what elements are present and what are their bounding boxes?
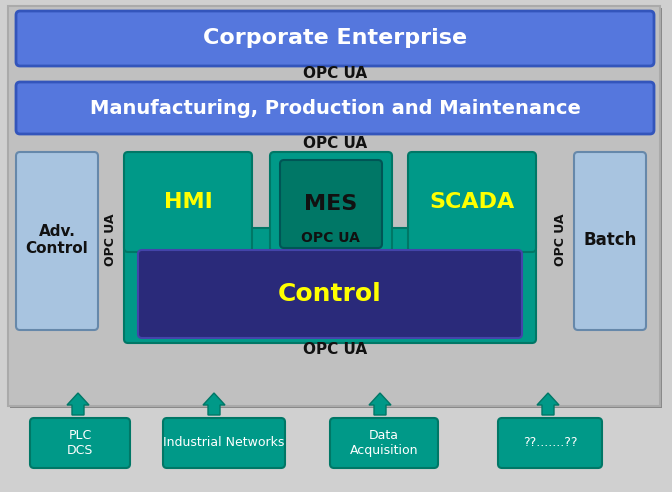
Text: OPC UA: OPC UA bbox=[303, 342, 367, 358]
Text: Corporate Enterprise: Corporate Enterprise bbox=[203, 28, 467, 48]
FancyArrow shape bbox=[537, 393, 559, 415]
Bar bbox=[8, 6, 660, 406]
FancyArrow shape bbox=[203, 393, 225, 415]
Text: OPC UA: OPC UA bbox=[103, 214, 116, 266]
FancyBboxPatch shape bbox=[16, 82, 654, 134]
Text: OPC UA: OPC UA bbox=[300, 231, 360, 245]
Text: Data
Acquisition: Data Acquisition bbox=[349, 429, 418, 457]
FancyBboxPatch shape bbox=[163, 418, 285, 468]
FancyArrow shape bbox=[67, 393, 89, 415]
FancyBboxPatch shape bbox=[16, 11, 654, 66]
Text: Control: Control bbox=[278, 282, 382, 306]
Text: OPC UA: OPC UA bbox=[303, 66, 367, 82]
FancyArrow shape bbox=[369, 393, 391, 415]
Text: OPC UA: OPC UA bbox=[554, 214, 566, 266]
FancyBboxPatch shape bbox=[270, 152, 392, 252]
FancyBboxPatch shape bbox=[574, 152, 646, 330]
FancyBboxPatch shape bbox=[408, 152, 536, 252]
FancyBboxPatch shape bbox=[16, 152, 98, 330]
Text: Adv.
Control: Adv. Control bbox=[26, 224, 89, 256]
Bar bbox=[10, 8, 662, 408]
Text: PLC
DCS: PLC DCS bbox=[67, 429, 93, 457]
FancyBboxPatch shape bbox=[498, 418, 602, 468]
FancyBboxPatch shape bbox=[330, 418, 438, 468]
FancyBboxPatch shape bbox=[280, 160, 382, 248]
Text: Batch: Batch bbox=[583, 231, 636, 249]
Text: OPC UA: OPC UA bbox=[303, 135, 367, 151]
Text: MES: MES bbox=[304, 194, 358, 214]
FancyBboxPatch shape bbox=[124, 152, 252, 252]
Text: ??.......??: ??.......?? bbox=[523, 436, 577, 450]
FancyBboxPatch shape bbox=[30, 418, 130, 468]
FancyBboxPatch shape bbox=[124, 228, 536, 343]
FancyBboxPatch shape bbox=[138, 250, 522, 338]
Text: Manufacturing, Production and Maintenance: Manufacturing, Production and Maintenanc… bbox=[89, 98, 581, 118]
Text: Industrial Networks: Industrial Networks bbox=[163, 436, 285, 450]
Text: HMI: HMI bbox=[163, 192, 212, 212]
Text: SCADA: SCADA bbox=[429, 192, 515, 212]
